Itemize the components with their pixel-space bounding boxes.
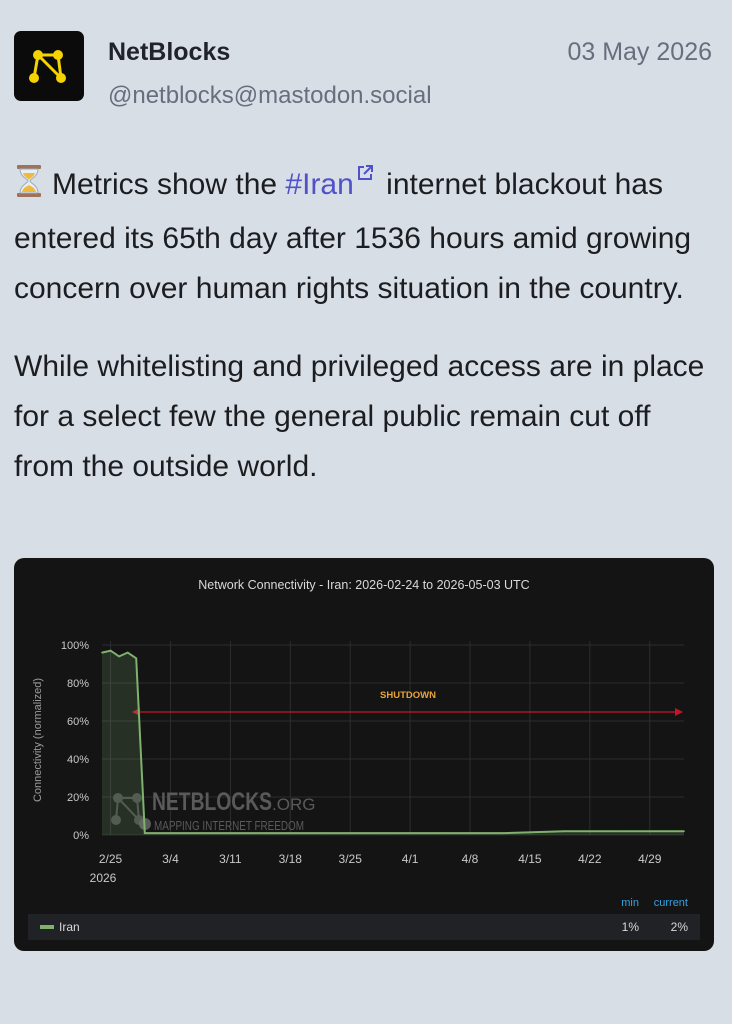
chart-title: Network Connectivity - Iran: 2026-02-24 … [198,578,529,592]
legend-header-min[interactable]: min [621,897,639,909]
avatar[interactable] [14,31,84,101]
netblocks-logo-icon [29,50,66,83]
series-point [623,830,625,832]
external-link-icon[interactable] [356,148,374,198]
author-handle[interactable]: @netblocks@mastodon.social [108,82,432,109]
y-tick-label: 0% [73,830,89,842]
shutdown-annotation: SHUTDOWN [132,690,683,716]
hourglass-icon [14,164,44,214]
series-point [503,832,506,834]
legend-min-value: 1% [622,920,640,934]
series-point [563,830,565,832]
y-tick-label: 60% [67,716,89,728]
legend-row[interactable] [28,914,700,940]
series-point [383,832,386,834]
x-tick-label: 3/25 [339,852,363,866]
x-tick-label: 4/1 [402,852,419,866]
post-text-rest: internet blackout has entered its 65th d… [14,168,692,305]
y-ticks: 100% 80% 60% 40% 20% 0% [61,640,89,842]
chart-svg: Network Connectivity - Iran: 2026-02-24 … [28,578,700,940]
x-ticks: 2/25 3/4 3/11 3/18 3/25 4/1 4/8 4/15 4/22 4/29 [99,852,662,866]
series-point [323,832,326,834]
x-year-label: 2026 [90,871,117,885]
series-point [683,830,685,832]
post-body: Metrics show the #Iran internet blackout… [14,148,714,520]
series-point [443,832,446,834]
netblocks-watermark: NETBLOCKS .ORG MAPPING INTERNET FREEDOM [111,788,315,833]
legend-current-value: 2% [671,920,689,934]
series-layer [101,649,685,835]
post-paragraph-2: While whitelisting and privileged access… [14,350,705,483]
series-point [109,649,112,652]
series-point [203,832,206,834]
shutdown-label: SHUTDOWN [380,690,436,701]
y-axis-label: Connectivity (normalized) [32,678,44,802]
arrow-right-icon [675,708,683,716]
series-point [118,655,120,658]
series-point [263,832,266,834]
x-tick-label: 3/18 [279,852,303,866]
series-point [143,832,146,834]
post-text-lead: Metrics show the [52,168,286,201]
legend-header-current[interactable]: current [654,897,688,909]
x-tick-label: 4/15 [518,852,542,866]
hashtag-iran-link[interactable]: #Iran [285,168,354,201]
y-tick-label: 100% [61,640,89,652]
y-tick-label: 20% [67,792,89,804]
y-tick-label: 80% [67,678,89,690]
watermark-title: NETBLOCKS [152,788,272,816]
connectivity-chart[interactable]: Network Connectivity - Iran: 2026-02-24 … [14,558,714,951]
chart-grid [102,641,684,836]
legend-series-name[interactable]: Iran [59,920,80,934]
x-tick-label: 3/11 [219,852,242,866]
series-point [135,657,138,660]
x-tick-label: 3/4 [162,852,179,866]
series-point [101,651,103,654]
x-tick-label: 2/25 [99,852,123,866]
x-tick-label: 4/29 [638,852,662,866]
x-tick-label: 4/22 [578,852,602,866]
post-paragraph-1: Metrics show the #Iran internet blackout… [14,148,714,314]
y-tick-label: 40% [67,754,89,766]
watermark-suffix: .ORG [272,795,315,814]
series-point [126,651,129,654]
post-date[interactable]: 03 May 2026 [567,38,712,66]
author-name[interactable]: NetBlocks [108,38,231,66]
watermark-tagline: MAPPING INTERNET FREEDOM [154,818,304,833]
x-tick-label: 4/8 [462,852,479,866]
legend-swatch [40,925,54,929]
